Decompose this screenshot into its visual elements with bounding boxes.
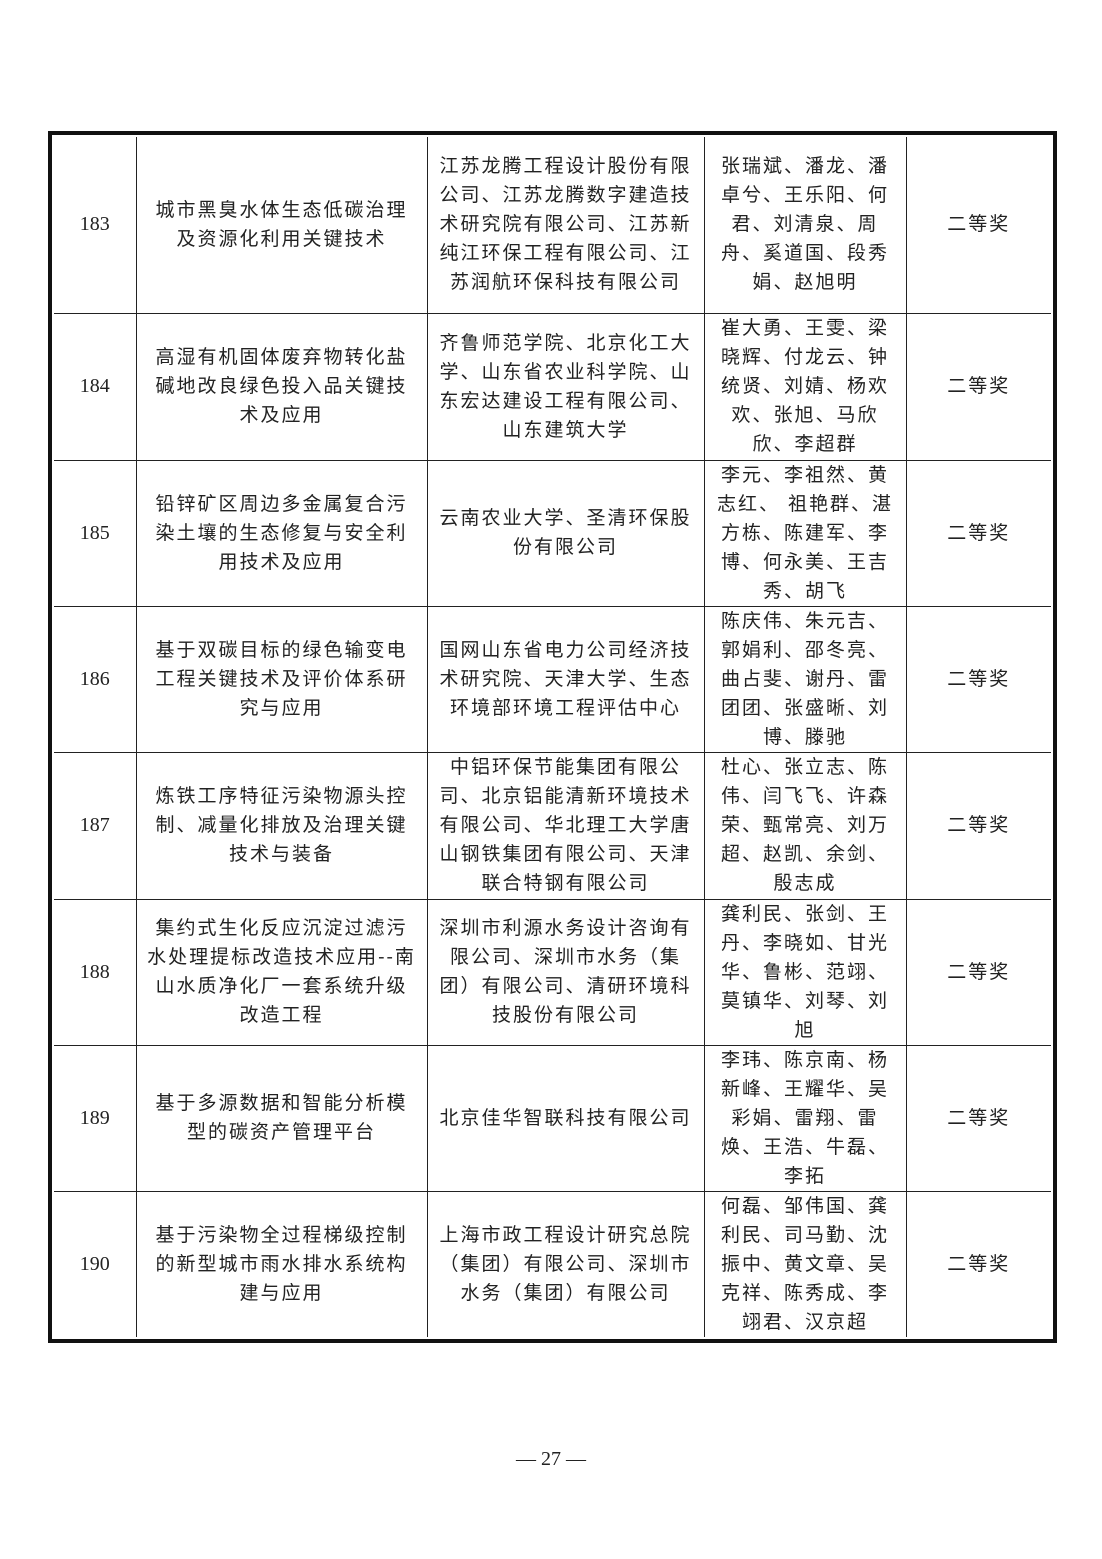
completing-people: 张瑞斌、潘龙、潘卓兮、王乐阳、何君、刘清泉、周舟、奚道国、段秀娟、赵旭明 bbox=[703, 137, 907, 314]
table-row: 190 基于污染物全过程梯级控制的新型城市雨水排水系统构建与应用 上海市政工程设计研… bbox=[54, 1190, 1051, 1337]
table-row: 184 高湿有机固体废弃物转化盐碱地改良绿色投入品关键技术及应用 齐鲁师范学院、北京… bbox=[54, 312, 1051, 461]
completing-people: 龚利民、张剑、王丹、李晓如、甘光华、鲁彬、范翊、莫镇华、刘琴、刘旭 bbox=[703, 898, 907, 1046]
completing-units: 云南农业大学、圣清环保股份有限公司 bbox=[426, 459, 705, 607]
project-title: 高湿有机固体废弃物转化盐碱地改良绿色投入品关键技术及应用 bbox=[135, 312, 428, 461]
awards-table: 183 城市黑臭水体生态低碳治理及资源化利用关键技术 江苏龙腾工程设计股份有限公司、… bbox=[54, 137, 1051, 1337]
award-level: 二等奖 bbox=[905, 137, 1051, 314]
completing-people: 崔大勇、王雯、梁晓辉、付龙云、钟统贤、刘婧、杨欢欢、张旭、马欣欣、李超群 bbox=[703, 312, 907, 461]
completing-people: 李元、李祖然、黄志红、 祖艳群、湛方栋、陈建军、李博、何永美、王吉秀、胡飞 bbox=[703, 459, 907, 607]
completing-units: 齐鲁师范学院、北京化工大学、山东省农业科学院、山东宏达建设工程有限公司、山东建筑… bbox=[426, 312, 705, 461]
completing-units: 中铝环保节能集团有限公司、北京铝能清新环境技术有限公司、华北理工大学唐山钢铁集团… bbox=[426, 751, 705, 900]
award-level: 二等奖 bbox=[905, 751, 1051, 900]
table-row: 189 基于多源数据和智能分析模型的碳资产管理平台 北京佳华智联科技有限公司 李玮、陈… bbox=[54, 1044, 1051, 1192]
page-number: — 27 — bbox=[516, 1448, 586, 1470]
project-title: 铅锌矿区周边多金属复合污染土壤的生态修复与安全利用技术及应用 bbox=[135, 459, 428, 607]
row-number: 186 bbox=[54, 605, 137, 753]
table-row: 186 基于双碳目标的绿色输变电工程关键技术及评价体系研究与应用 国网山东省电力公司… bbox=[54, 605, 1051, 753]
completing-people: 李玮、陈京南、杨新峰、王耀华、吴彩娟、雷翔、雷焕、王浩、牛磊、李拓 bbox=[703, 1044, 907, 1192]
completing-units: 上海市政工程设计研究总院（集团）有限公司、深圳市水务（集团）有限公司 bbox=[426, 1190, 705, 1337]
project-title: 炼铁工序特征污染物源头控制、减量化排放及治理关键技术与装备 bbox=[135, 751, 428, 900]
project-title: 城市黑臭水体生态低碳治理及资源化利用关键技术 bbox=[135, 137, 428, 314]
row-number: 183 bbox=[54, 137, 137, 314]
completing-people: 何磊、邹伟国、龚利民、司马勤、沈振中、黄文章、吴克祥、陈秀成、李翊君、汉京超 bbox=[703, 1190, 907, 1337]
row-number: 184 bbox=[54, 312, 137, 461]
awards-table-frame: 183 城市黑臭水体生态低碳治理及资源化利用关键技术 江苏龙腾工程设计股份有限公司、… bbox=[48, 131, 1057, 1343]
award-level: 二等奖 bbox=[905, 312, 1051, 461]
project-title: 基于污染物全过程梯级控制的新型城市雨水排水系统构建与应用 bbox=[135, 1190, 428, 1337]
project-title: 基于双碳目标的绿色输变电工程关键技术及评价体系研究与应用 bbox=[135, 605, 428, 753]
completing-people: 陈庆伟、朱元吉、郭娟利、邵冬亮、曲占斐、谢丹、雷团团、张盛晰、刘博、滕驰 bbox=[703, 605, 907, 753]
award-level: 二等奖 bbox=[905, 459, 1051, 607]
award-level: 二等奖 bbox=[905, 1190, 1051, 1337]
row-number: 188 bbox=[54, 898, 137, 1046]
completing-units: 江苏龙腾工程设计股份有限公司、江苏龙腾数字建造技术研究院有限公司、江苏新纯江环保… bbox=[426, 137, 705, 314]
row-number: 185 bbox=[54, 459, 137, 607]
project-title: 基于多源数据和智能分析模型的碳资产管理平台 bbox=[135, 1044, 428, 1192]
row-number: 187 bbox=[54, 751, 137, 900]
table-row: 187 炼铁工序特征污染物源头控制、减量化排放及治理关键技术与装备 中铝环保节能集团… bbox=[54, 751, 1051, 900]
table-row: 183 城市黑臭水体生态低碳治理及资源化利用关键技术 江苏龙腾工程设计股份有限公司、… bbox=[54, 137, 1051, 314]
row-number: 190 bbox=[54, 1190, 137, 1337]
completing-units: 深圳市利源水务设计咨询有限公司、深圳市水务（集团）有限公司、清研环境科技股份有限… bbox=[426, 898, 705, 1046]
completing-units: 北京佳华智联科技有限公司 bbox=[426, 1044, 705, 1192]
award-level: 二等奖 bbox=[905, 1044, 1051, 1192]
award-level: 二等奖 bbox=[905, 605, 1051, 753]
award-level: 二等奖 bbox=[905, 898, 1051, 1046]
table-row: 188 集约式生化反应沉淀过滤污水处理提标改造技术应用--南山水质净化厂一套系统升… bbox=[54, 898, 1051, 1046]
completing-units: 国网山东省电力公司经济技术研究院、天津大学、生态环境部环境工程评估中心 bbox=[426, 605, 705, 753]
project-title: 集约式生化反应沉淀过滤污水处理提标改造技术应用--南山水质净化厂一套系统升级改造… bbox=[135, 898, 428, 1046]
row-number: 189 bbox=[54, 1044, 137, 1192]
table-row: 185 铅锌矿区周边多金属复合污染土壤的生态修复与安全利用技术及应用 云南农业大学、… bbox=[54, 459, 1051, 607]
completing-people: 杜心、张立志、陈伟、闫飞飞、许森荣、甄常亮、刘万超、赵凯、余剑、殷志成 bbox=[703, 751, 907, 900]
